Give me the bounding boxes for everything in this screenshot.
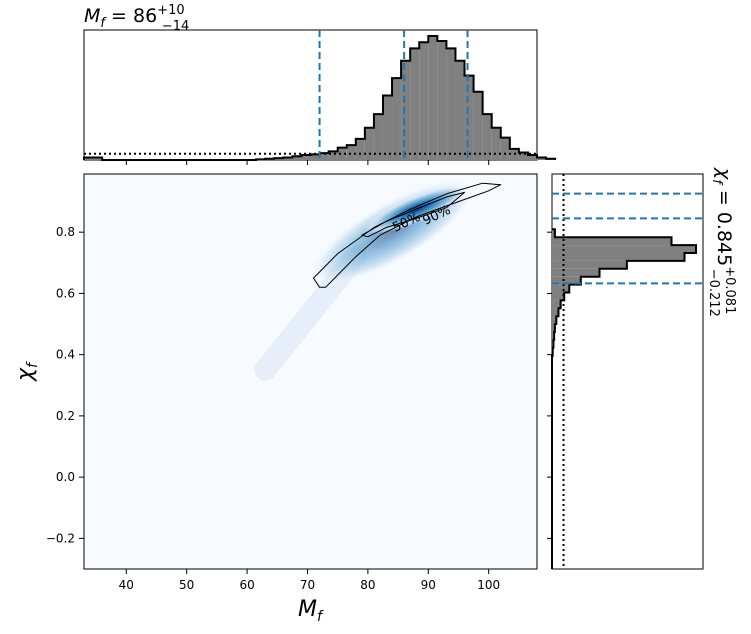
top-histogram-bar — [473, 91, 483, 160]
top-histogram-bar — [518, 152, 528, 160]
top-histogram-bar — [319, 153, 329, 160]
top-histogram-bar — [446, 48, 456, 160]
x-tick-label: 70 — [300, 578, 315, 592]
right-histogram-bar — [552, 308, 559, 317]
top-histogram-bar — [428, 36, 438, 160]
right-histogram-bar — [552, 237, 672, 246]
joint-density-panel: 50%90% 40 50 60 70 80 90 100 −0.20.00.20.40.60… — [13, 173, 538, 625]
x-tick-label: 80 — [360, 578, 375, 592]
top-histogram-panel: Mf = 86+10 −14 — [83, 3, 557, 165]
top-histogram-bar — [283, 157, 293, 160]
y-axis-label: χf — [13, 361, 41, 382]
y-axis-ticks: −0.2 0.0 0.2 0.4 0.6 0.8 — [46, 225, 84, 545]
top-histogram-bar — [491, 127, 501, 160]
x-tick-label: 60 — [239, 578, 254, 592]
y-tick-label: 0.6 — [56, 286, 75, 300]
joint-panel-frame — [83, 173, 538, 570]
right-histogram-bar — [552, 229, 555, 238]
y-tick-label: 0.4 — [56, 348, 75, 362]
right-histogram-median-lines — [552, 192, 703, 285]
x-tick-label: 100 — [477, 578, 500, 592]
right-histogram-outline — [551, 228, 697, 569]
top-histogram-bar — [392, 78, 402, 160]
right-histogram-bar — [552, 268, 600, 277]
right-histogram-frame — [551, 173, 704, 570]
top-histogram-bar — [527, 155, 537, 160]
right-histogram-bar — [552, 316, 557, 325]
top-histogram-bars — [83, 35, 557, 165]
top-histogram-bar — [455, 60, 465, 160]
contour-90 — [313, 182, 502, 288]
right-histogram-bar — [552, 276, 581, 285]
top-histogram-bar — [537, 157, 547, 160]
top-histogram-bar — [410, 48, 420, 160]
top-histogram-bar — [482, 114, 492, 160]
right-histogram-bar — [552, 300, 561, 309]
y-tick-label: 0.8 — [56, 225, 75, 239]
top-histogram-bar — [364, 127, 374, 160]
top-histogram-bar — [373, 114, 383, 160]
y-tick-label: −0.2 — [46, 531, 75, 545]
top-histogram-bar — [464, 75, 474, 160]
joint-panel-background — [84, 174, 537, 569]
top-histogram-bar — [437, 40, 447, 160]
top-histogram-title: Mf = 86+10 −14 — [84, 3, 189, 34]
top-histogram-bar — [346, 145, 356, 160]
right-histogram-bars — [547, 174, 697, 569]
x-tick-label: 50 — [179, 578, 194, 592]
top-histogram-bar — [419, 42, 429, 161]
joint-contours — [313, 182, 502, 288]
right-histogram-bar — [552, 253, 685, 261]
right-histogram-bar — [552, 284, 570, 293]
top-histogram-bar — [301, 155, 311, 160]
x-axis-ticks: 40 50 60 70 80 90 100 — [119, 569, 500, 592]
top-histogram-bar — [84, 157, 94, 160]
top-histogram-bar — [93, 157, 103, 160]
top-histogram-bar — [292, 156, 302, 160]
top-histogram-bar — [310, 154, 320, 160]
y-tick-label: 0.0 — [56, 470, 75, 484]
contour-50 — [361, 191, 465, 238]
right-histogram-title: χf = 0.845+0.081−0.212 — [706, 167, 737, 317]
x-axis-label: Mf — [298, 597, 324, 625]
right-histogram-bar — [552, 324, 555, 332]
right-histogram-bar — [552, 260, 627, 269]
top-histogram-bar — [328, 151, 338, 160]
right-histogram-bar — [552, 292, 565, 301]
top-histogram-bar — [500, 137, 510, 160]
right-histogram-bar — [552, 332, 555, 340]
top-histogram-bar — [401, 60, 411, 160]
x-tick-label: 40 — [119, 578, 134, 592]
top-histogram-outline — [83, 35, 557, 161]
top-histogram-bar — [337, 147, 347, 160]
top-histogram-bar — [355, 138, 365, 160]
y-tick-label: 0.2 — [56, 409, 75, 423]
x-tick-label: 90 — [421, 578, 436, 592]
right-histogram-panel: χf = 0.845+0.081−0.212 — [547, 167, 737, 570]
top-histogram-bar — [382, 95, 393, 160]
right-histogram-bar — [552, 245, 696, 253]
